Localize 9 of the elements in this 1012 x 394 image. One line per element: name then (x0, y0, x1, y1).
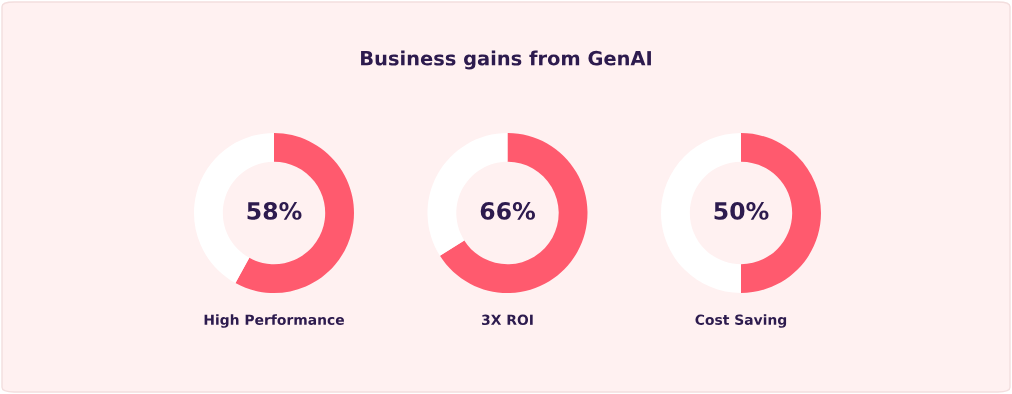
text: 58% (247, 201, 302, 220)
donut-slice (439, 133, 588, 293)
text: 50% (714, 201, 769, 220)
donut-slice (235, 133, 354, 293)
text: Cost Saving (695, 314, 787, 328)
text: High Performance (204, 314, 344, 328)
text: Business gains from GenAI (361, 50, 651, 70)
text: 66% (480, 201, 536, 220)
text: 3X ROI (481, 314, 533, 326)
